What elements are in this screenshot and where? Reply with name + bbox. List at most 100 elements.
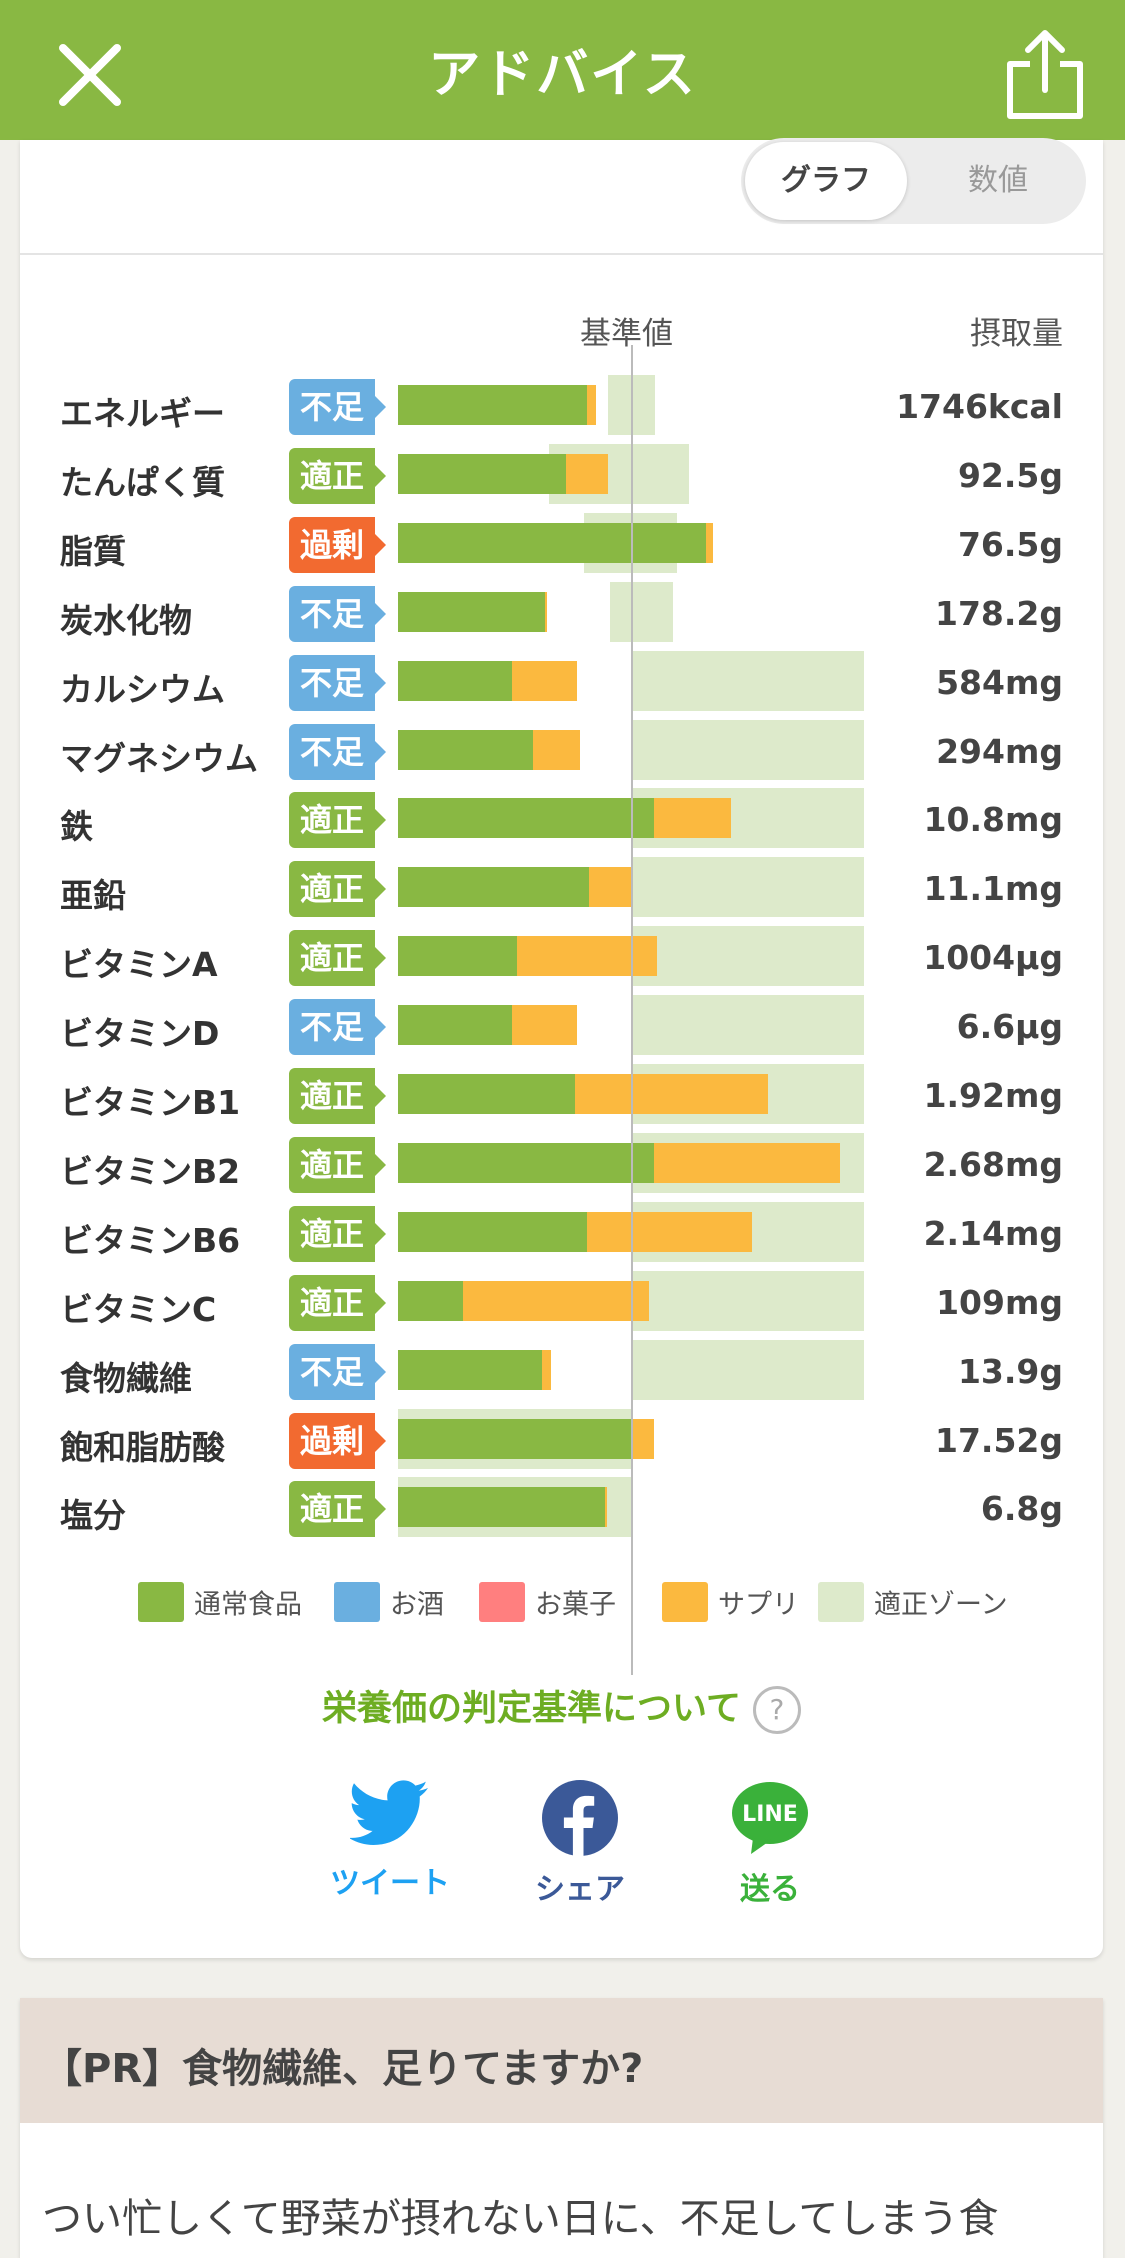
nutrient-bars — [398, 788, 898, 856]
intake-value: 294mg — [936, 732, 1063, 771]
line-icon: LINE — [732, 1782, 808, 1854]
nutrient-row: 食物繊維 不足 13.9g — [20, 1340, 1103, 1408]
bar-food — [398, 867, 589, 907]
bar-supplement — [517, 936, 657, 976]
pr-card[interactable]: 【PR】食物繊維、足りてますか? つい忙しくて野菜が摂れない日に、不足してしまう… — [20, 1998, 1103, 2258]
bar-supplement — [512, 661, 577, 701]
nutrient-row: 亜鉛 適正 11.1mg — [20, 857, 1103, 925]
nutrient-bars — [398, 857, 898, 925]
status-badge: 不足 — [289, 586, 386, 642]
nutrient-name: 亜鉛 — [60, 876, 126, 915]
status-badge: 不足 — [289, 655, 386, 711]
intake-value: 109mg — [936, 1283, 1063, 1322]
nutrient-name: ビタミンB6 — [60, 1221, 241, 1260]
status-badge: 適正 — [289, 1275, 386, 1331]
twitter-label: ツイート — [330, 1866, 450, 1901]
nutrient-name: ビタミンC — [60, 1290, 217, 1329]
bar-food — [398, 798, 654, 838]
bar-food — [398, 730, 533, 770]
nutrient-row: エネルギー 不足 1746kcal — [20, 375, 1103, 443]
status-badge: 適正 — [289, 1481, 386, 1537]
nutrient-bars — [398, 720, 898, 788]
bar-supplement — [542, 1350, 551, 1390]
intake-value: 11.1mg — [923, 869, 1063, 908]
nutrient-bars — [398, 375, 898, 443]
twitter-share-button[interactable]: ツイート — [310, 1780, 470, 1902]
status-badge: 不足 — [289, 1344, 386, 1400]
nutrient-bars — [398, 1202, 898, 1270]
nutrient-row: 塩分 適正 6.8g — [20, 1477, 1103, 1545]
line-share-button[interactable]: LINE 送る — [690, 1780, 850, 1908]
svg-text:LINE: LINE — [742, 1802, 798, 1827]
line-label: 送る — [740, 1872, 800, 1907]
app-header: アドバイス — [0, 0, 1125, 140]
bar-food — [398, 454, 566, 494]
nutrient-row: たんぱく質 適正 92.5g — [20, 444, 1103, 512]
intake-column-header: 摂取量 — [970, 316, 1063, 352]
pr-title: 【PR】食物繊維、足りてますか? — [42, 2046, 644, 2092]
criteria-link-label[interactable]: 栄養価の判定基準について — [322, 1689, 741, 1729]
view-toggle[interactable]: グラフ 数値 — [741, 138, 1086, 224]
nutrient-row: カルシウム 不足 584mg — [20, 651, 1103, 719]
status-badge: 過剰 — [289, 1413, 386, 1469]
close-icon[interactable] — [55, 40, 125, 110]
baseline-reference-line — [631, 345, 633, 1675]
nutrient-bars — [398, 444, 898, 512]
nutrient-name: ビタミンD — [60, 1014, 220, 1053]
status-badge: 適正 — [289, 792, 386, 848]
status-badge: 適正 — [289, 930, 386, 986]
intake-value: 10.8mg — [923, 800, 1063, 839]
intake-value: 17.52g — [934, 1421, 1063, 1460]
pr-header: 【PR】食物繊維、足りてますか? — [20, 1998, 1103, 2123]
bar-food — [398, 385, 587, 425]
nutrient-bars — [398, 1133, 898, 1201]
bar-food — [398, 523, 706, 563]
adequate-zone — [631, 995, 864, 1055]
nutrient-row: 炭水化物 不足 178.2g — [20, 582, 1103, 650]
nutrient-bars — [398, 513, 898, 581]
facebook-icon — [542, 1780, 618, 1856]
bar-supplement — [654, 1143, 840, 1183]
nutrient-name: 脂質 — [60, 532, 126, 571]
share-icon[interactable] — [1000, 28, 1090, 123]
bar-supplement — [545, 592, 547, 632]
bar-supplement — [706, 523, 713, 563]
bar-supplement — [566, 454, 608, 494]
help-icon[interactable]: ? — [752, 1686, 801, 1734]
twitter-icon — [348, 1780, 428, 1845]
nutrient-row: ビタミンD 不足 6.6µg — [20, 995, 1103, 1063]
criteria-link[interactable]: 栄養価の判定基準について? — [20, 1680, 1103, 1734]
bar-food — [398, 592, 545, 632]
nutrient-bars — [398, 1064, 898, 1132]
status-badge: 過剰 — [289, 517, 386, 573]
advice-card: グラフ 数値 基準値 摂取量 エネルギー 不足 1746kcal たんぱく質 適正 92.… — [20, 138, 1103, 1958]
tab-numeric[interactable]: 数値 — [968, 163, 1028, 198]
bar-supplement — [575, 1074, 768, 1114]
adequate-zone — [631, 651, 864, 711]
bar-food — [398, 1419, 633, 1459]
nutrient-name: たんぱく質 — [60, 463, 225, 502]
nutrient-row: ビタミンB2 適正 2.68mg — [20, 1133, 1103, 1201]
intake-value: 92.5g — [957, 456, 1063, 495]
legend-item-sweets: お菓子 — [479, 1582, 616, 1622]
nutrient-row: ビタミンC 適正 109mg — [20, 1271, 1103, 1339]
bar-food — [398, 1281, 463, 1321]
bar-supplement — [512, 1005, 577, 1045]
tab-graph[interactable]: グラフ — [745, 142, 907, 220]
intake-value: 76.5g — [957, 525, 1063, 564]
nutrient-name: エネルギー — [60, 394, 225, 433]
nutrient-name: ビタミンB1 — [60, 1083, 241, 1122]
intake-value: 6.8g — [980, 1489, 1063, 1528]
nutrient-name: 飽和脂肪酸 — [60, 1428, 225, 1467]
bar-supplement — [605, 1487, 607, 1527]
nutrient-name: ビタミンA — [60, 945, 218, 984]
nutrient-row: ビタミンB1 適正 1.92mg — [20, 1064, 1103, 1132]
status-badge: 適正 — [289, 1068, 386, 1124]
bar-food — [398, 1487, 605, 1527]
facebook-share-button[interactable]: シェア — [500, 1780, 660, 1908]
nutrient-name: 塩分 — [60, 1496, 126, 1535]
legend-item-supplement: サプリ — [662, 1582, 799, 1622]
status-badge: 適正 — [289, 1206, 386, 1262]
adequate-zone — [631, 926, 864, 986]
nutrient-bars — [398, 926, 898, 994]
